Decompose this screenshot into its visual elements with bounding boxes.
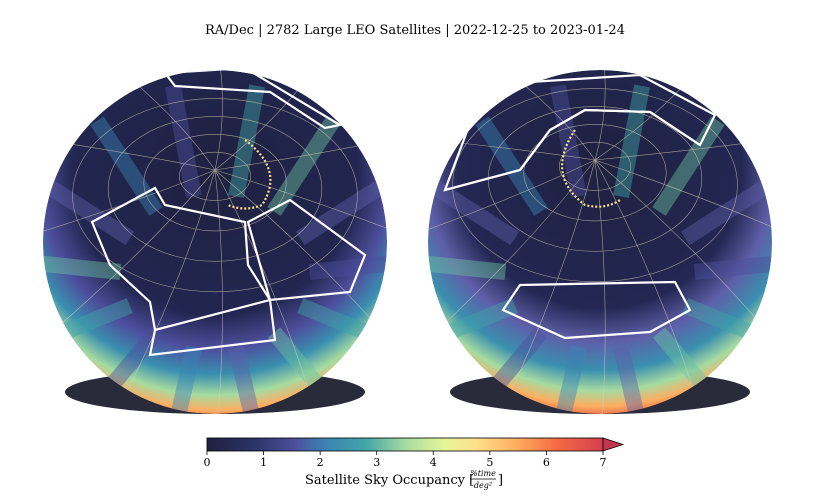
occupancy-stripe	[680, 176, 772, 246]
colorbar-unit-denominator: deg²	[474, 481, 492, 490]
occupancy-stripe	[693, 254, 772, 280]
globe-left-footprint-top	[162, 70, 344, 130]
colorbar-label-text: Satellite Sky Occupancy [	[305, 473, 474, 488]
occupancy-stripe	[165, 345, 202, 414]
graticule-meridian	[594, 159, 606, 414]
globe-right-footprint-inner	[519, 108, 701, 171]
graticule-ring	[143, 134, 287, 232]
graticule-ring	[559, 141, 631, 191]
occupancy-stripe	[267, 116, 340, 216]
graticule-meridian	[214, 169, 223, 414]
colorbar-tick-label: 2	[317, 456, 324, 469]
graticule-meridian	[214, 169, 387, 243]
graticule-meridian	[428, 159, 596, 243]
colorbar: 0 1 2 3 4 5 6 7 Satellite Sky Occupancy [ %time…	[204, 437, 625, 490]
colorbar-tick-label: 0	[204, 456, 211, 469]
colorbar-label-close: ]	[498, 473, 503, 488]
graticule-ring	[452, 88, 738, 283]
colorbar-tick-label: 6	[543, 456, 550, 469]
graticule-meridian	[111, 169, 216, 414]
colorbar-tick-label: 4	[430, 456, 437, 469]
occupancy-stripe	[613, 345, 650, 414]
graticule-ring	[179, 151, 251, 201]
graticule-ring	[523, 124, 667, 222]
colorbar-extend-arrow	[602, 437, 625, 452]
chart-title: RA/Dec | 2782 Large LEO Satellites | 202…	[205, 23, 625, 38]
graticule-meridian	[594, 70, 606, 161]
graticule-meridian	[214, 70, 223, 171]
colorbar-tick-label: 7	[600, 456, 607, 469]
globe-right-hotspot-ring	[561, 129, 621, 208]
colorbar-gradient	[206, 437, 604, 452]
colorbar-ticks: 0 1 2 3 4 5 6 7	[204, 451, 607, 469]
graticule-meridian	[496, 159, 596, 414]
colorbar-tick-label: 5	[486, 456, 493, 469]
occupancy-stripe	[165, 84, 202, 199]
occupancy-stripe	[43, 254, 122, 280]
graticule-meridian	[43, 169, 216, 243]
globe-left-footprint-bottom	[148, 299, 277, 357]
globe-right-occupancy	[428, 70, 772, 414]
occupancy-stripe	[43, 176, 135, 246]
globe-right-footprint-bottom	[501, 280, 692, 340]
occupancy-stripe	[295, 176, 387, 246]
graticule-ring	[72, 98, 358, 293]
colorbar-tick-label: 3	[373, 456, 380, 469]
occupancy-stripe	[308, 254, 387, 280]
occupancy-stripe	[428, 254, 507, 280]
occupancy-stripe	[652, 116, 725, 216]
occupancy-stripe	[475, 116, 548, 216]
globe-right	[428, 70, 772, 414]
occupancy-stripe	[428, 176, 520, 246]
globe-left-footprint-right	[246, 198, 367, 302]
occupancy-stripe	[613, 84, 650, 199]
globe-left-footprint-mid	[90, 186, 272, 332]
graticule-meridian	[594, 159, 772, 243]
graticule-ring	[107, 116, 323, 262]
colorbar-unit-numerator: %time	[470, 469, 496, 478]
colorbar-label: Satellite Sky Occupancy [ %time deg² ]	[305, 469, 503, 490]
occupancy-stripe	[228, 345, 265, 414]
occupancy-stripe	[550, 345, 587, 414]
colorbar-tick-label: 1	[260, 456, 267, 469]
globe-left	[43, 70, 387, 414]
